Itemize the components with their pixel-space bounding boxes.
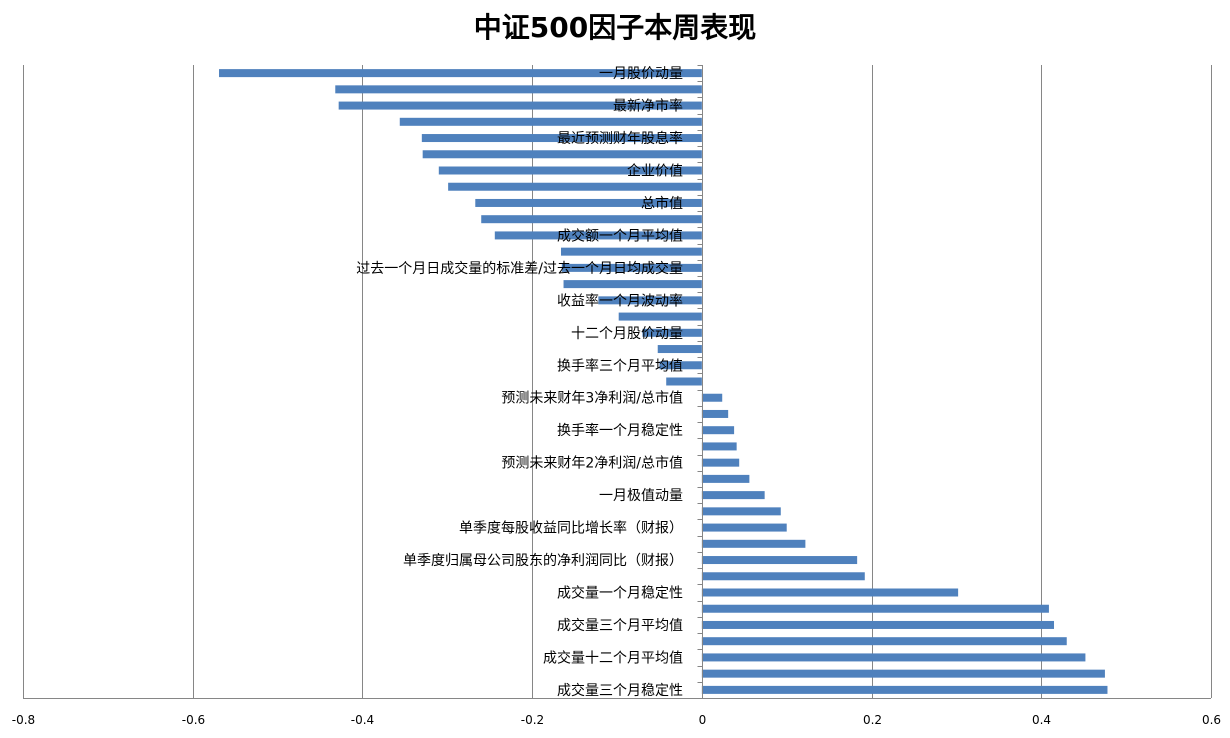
category-label: 单季度每股收益同比增长率（财报） xyxy=(459,520,683,537)
bar xyxy=(701,653,1086,662)
category-label: 预测未来财年3净利润/总市值 xyxy=(501,390,683,407)
bar xyxy=(448,182,702,191)
category-label: 成交量一个月稳定性 xyxy=(557,585,683,602)
bar xyxy=(494,231,702,240)
bar xyxy=(701,556,858,565)
bar xyxy=(666,377,702,386)
category-label: 收益率一个月波动率 xyxy=(557,292,683,309)
x-tick-label: -0.6 xyxy=(182,713,205,727)
bar xyxy=(422,150,702,159)
category-label: 十二个月股价动量 xyxy=(571,326,683,342)
bar xyxy=(481,215,702,224)
category-label: 过去一个月日成交量的标准差/过去一个月日均成交量 xyxy=(356,260,683,277)
category-label: 企业价值 xyxy=(627,163,683,180)
bar xyxy=(701,637,1067,646)
bar xyxy=(618,312,702,321)
category-label: 成交额一个月平均值 xyxy=(557,227,683,244)
category-label: 最新净市率 xyxy=(613,98,683,115)
bar xyxy=(659,361,702,370)
x-tick-label: 0.2 xyxy=(863,713,882,727)
x-tick-label: -0.2 xyxy=(521,713,544,727)
bar xyxy=(701,685,1108,694)
bar xyxy=(475,198,702,207)
bar xyxy=(701,572,865,581)
bar xyxy=(598,296,702,305)
bar xyxy=(701,458,740,467)
category-label: 单季度归属母公司股东的净利润同比（财报） xyxy=(403,552,683,569)
category-label: 成交量十二个月平均值 xyxy=(543,649,683,666)
x-tick-label: 0 xyxy=(699,713,707,727)
bar xyxy=(642,328,702,337)
chart-title: 中证500因子本周表现 xyxy=(473,11,757,44)
category-label: 预测未来财年2净利润/总市值 xyxy=(501,455,683,472)
bar xyxy=(338,101,702,110)
bar xyxy=(701,507,781,516)
category-label: 换手率三个月平均值 xyxy=(557,357,683,374)
category-label: 最近预测财年股息率 xyxy=(557,130,683,147)
bar xyxy=(657,345,702,354)
x-tick-label: 0.4 xyxy=(1032,713,1051,727)
category-label: 成交量三个月稳定性 xyxy=(557,682,683,699)
bar xyxy=(563,280,702,289)
bar xyxy=(701,393,723,402)
bar xyxy=(701,474,750,483)
category-label: 一月股价动量 xyxy=(599,66,683,82)
category-label: 换手率一个月稳定性 xyxy=(557,422,683,439)
bar xyxy=(701,669,1105,678)
bar xyxy=(219,69,702,78)
bar xyxy=(335,85,702,94)
category-label: 一月极值动量 xyxy=(599,488,683,504)
bar xyxy=(421,134,702,143)
bar xyxy=(561,263,702,272)
bar xyxy=(701,523,787,532)
bar xyxy=(701,491,765,500)
bar xyxy=(701,588,959,597)
x-tick-label: -0.4 xyxy=(351,713,374,727)
bar xyxy=(560,247,702,256)
x-tick-label: -0.8 xyxy=(12,713,35,727)
category-label: 总市值 xyxy=(641,195,683,212)
bar xyxy=(701,604,1049,613)
bar xyxy=(701,426,735,435)
x-tick-label: 0.6 xyxy=(1202,713,1221,727)
bar xyxy=(438,166,702,175)
bar xyxy=(701,409,729,418)
bar xyxy=(701,539,806,548)
bar xyxy=(399,117,702,126)
bar xyxy=(701,620,1055,629)
category-label: 成交量三个月平均值 xyxy=(557,617,683,634)
bar xyxy=(701,442,737,451)
